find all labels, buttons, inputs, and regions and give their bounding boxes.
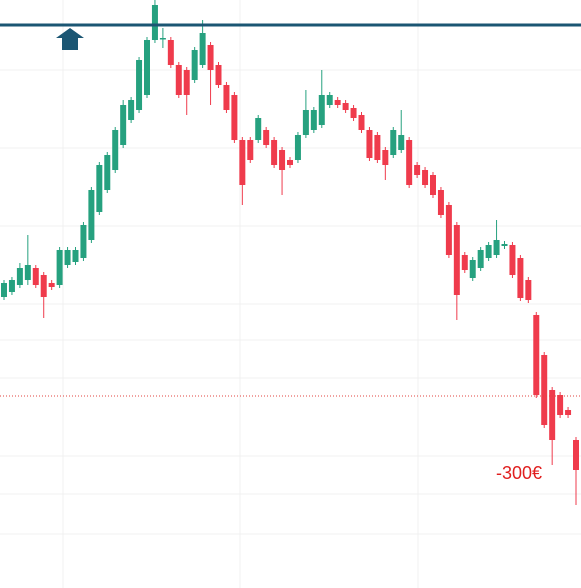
candle-body [453,225,460,295]
candle-body [8,280,15,292]
candle-body [128,100,135,120]
buy-arrow [56,28,84,50]
candle-body [485,245,492,258]
candle-body [231,95,238,140]
candle-body [112,130,119,170]
candle-body [96,165,103,212]
candle-body [120,105,127,145]
candle-body [159,38,166,40]
candle-body [565,410,572,415]
candle-body [199,33,206,65]
candle-body [509,245,516,275]
candle-body [445,205,452,255]
candle-body [366,130,373,158]
candle-body [136,60,143,110]
candle-body [151,5,158,40]
candle-body [374,135,381,160]
candle-body [24,265,31,280]
candle-body [549,390,556,440]
candle-body [271,140,278,165]
candle-body [215,65,222,85]
candle-body [88,190,95,240]
candle-body [255,118,262,140]
candle-body [175,65,182,95]
candle-body [437,190,444,215]
candle-body [501,244,508,246]
candle-body [310,110,317,130]
candle-body [326,95,333,105]
candle-body [40,275,47,297]
candle-body [239,140,246,185]
candle-body [72,250,79,262]
candle-body [1,283,7,297]
candle-body [302,110,309,135]
candle-body [104,155,111,190]
candle-body [541,355,548,425]
candle-body [350,108,357,118]
candle-body [263,130,270,145]
candle-body [16,268,23,285]
candle-body [573,440,579,470]
candle-body [477,250,484,268]
annotation: -300€ [496,463,542,483]
candle-body [56,250,63,285]
candle-body [358,115,365,130]
candle-body [144,40,150,95]
candle-body [390,130,397,155]
candle-body [191,50,198,80]
candle-body [414,165,421,175]
candle-body [207,45,214,70]
candle-body [461,255,468,270]
candle-body [422,170,429,185]
candle-body [430,175,436,195]
candle-body [493,240,500,255]
candle-body [287,160,293,165]
candle-body [167,40,174,65]
candle-body [247,140,254,160]
candle-body [64,250,71,265]
candle-body [294,135,301,160]
candle-body [517,258,524,298]
candle-body [469,260,476,278]
candle-body [223,85,230,110]
candle-body [334,100,341,105]
candle-body [525,280,532,300]
candle-body [318,95,325,125]
candle-body [398,135,405,150]
candle-body [279,150,286,170]
candle-body [382,150,389,165]
candle-body [48,283,55,287]
candle-body [533,315,540,395]
candle-body [183,70,190,95]
candle-body [32,268,39,285]
candle-body [342,103,349,110]
candle-body [406,140,413,185]
candle-body [80,225,87,258]
candle-body [557,395,564,415]
